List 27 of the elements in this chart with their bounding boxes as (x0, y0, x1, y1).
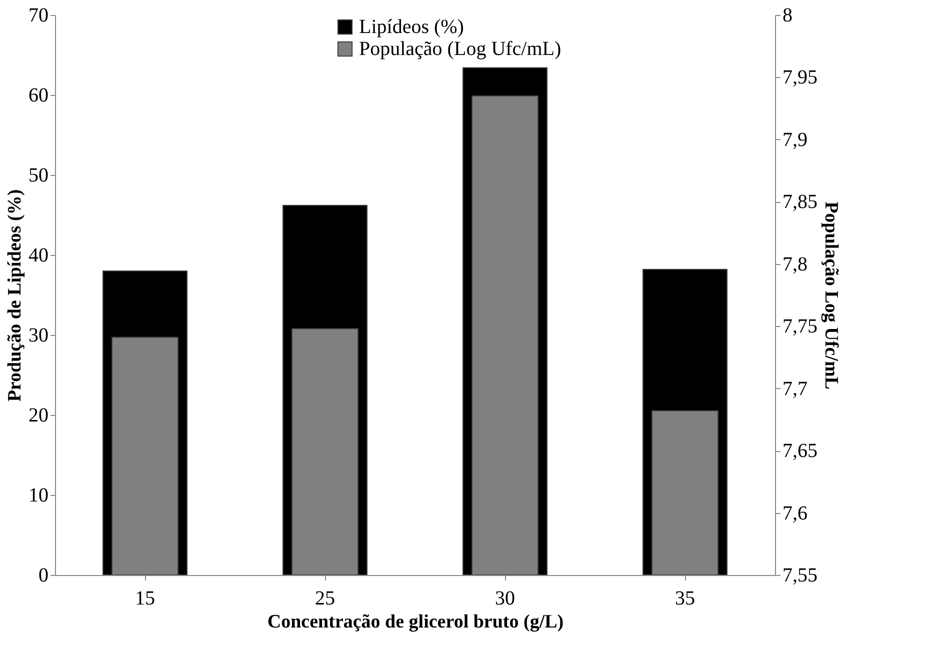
y-tick-label: 50 (28, 164, 48, 186)
y-tick-label: 10 (28, 484, 48, 506)
y-tick-label: 30 (28, 324, 48, 346)
y2-tick-label: 8 (782, 4, 792, 26)
y2-tick-label: 7,75 (782, 316, 818, 338)
x-tick-label: 25 (315, 588, 335, 610)
x-tick-label: 35 (675, 588, 695, 610)
legend-label: População (Log Ufc/mL) (359, 38, 562, 60)
y2-tick-label: 7,95 (782, 66, 818, 89)
y2-tick-label: 7,65 (782, 440, 818, 462)
y2-tick-label: 7,55 (782, 564, 818, 586)
y2-tick-label: 7,85 (782, 191, 818, 214)
y2-tick-label: 7,9 (782, 128, 808, 151)
y2-axis-title: População Log Ufc/mL (820, 202, 842, 390)
y-tick-label: 70 (28, 4, 48, 26)
y2-tick-label: 7,6 (782, 502, 808, 524)
y2-tick-label: 7,7 (782, 378, 808, 400)
y-tick-label: 40 (28, 244, 48, 266)
y2-tick-label: 7,8 (782, 253, 808, 276)
y-tick-label: 20 (28, 404, 48, 426)
y-tick-label: 60 (28, 84, 48, 106)
legend-label: Lipídeos (%) (359, 16, 464, 38)
x-tick-label: 15 (135, 588, 155, 610)
y-axis-title: Produção de Lipídeos (%) (4, 189, 26, 402)
x-axis-title: Concentração de glicerol bruto (g/L) (267, 612, 564, 632)
x-tick-label: 30 (495, 588, 515, 610)
y-tick-label: 0 (38, 564, 48, 586)
